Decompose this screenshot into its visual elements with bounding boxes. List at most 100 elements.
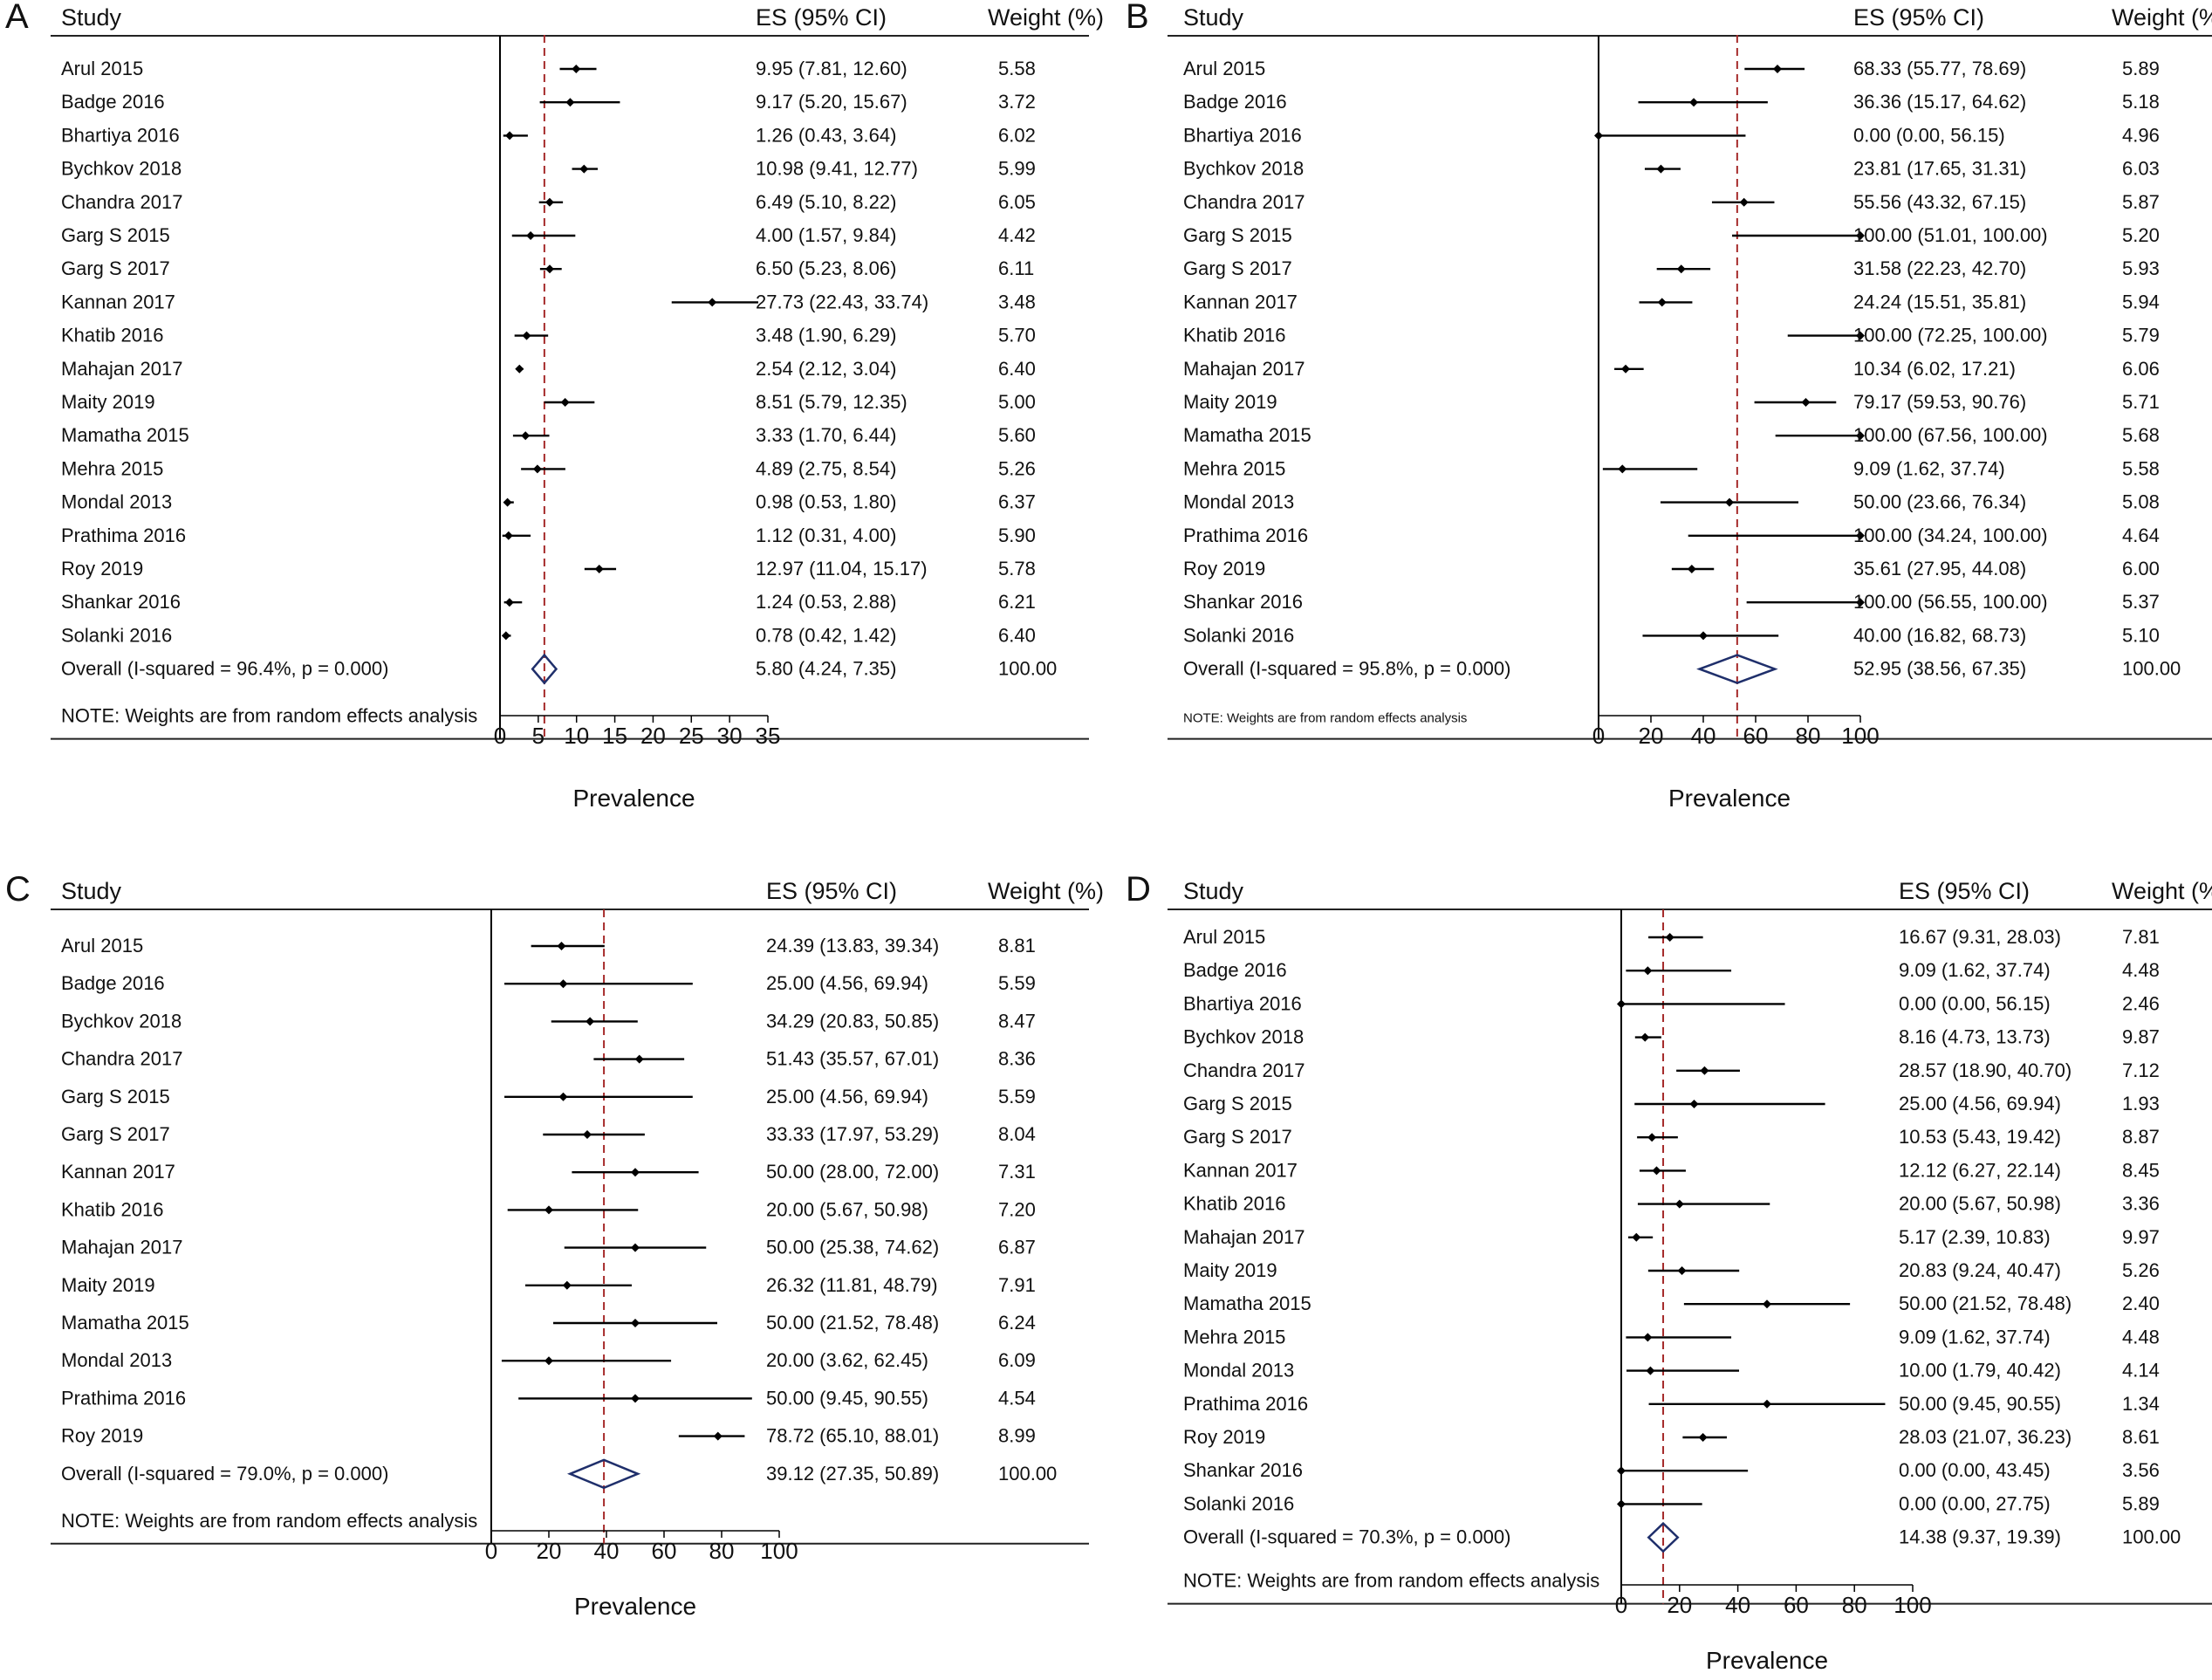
study-point-estimate: [1674, 1199, 1684, 1209]
study-weight: 2.40: [2122, 1293, 2160, 1314]
x-tick-label: 80: [1796, 723, 1821, 749]
overall-weight: 100.00: [2122, 658, 2181, 680]
study-point-estimate: [708, 298, 717, 307]
study-point-estimate: [503, 531, 513, 540]
study-point-estimate: [560, 398, 570, 407]
overall-diamond: [566, 1458, 641, 1490]
x-tick-label: 20: [640, 723, 666, 749]
forest-panel-b: B Study ES (95% CI) Weight (%) Arul 2015 68.3…: [1126, 0, 2212, 812]
study-name: Kannan 2017: [1183, 1159, 1298, 1181]
study-name: Prathima 2016: [61, 1387, 186, 1409]
x-tick-label: 80: [709, 1538, 735, 1564]
study-es-ci: 0.00 (0.00, 56.15): [1899, 992, 2051, 1014]
x-axis-label: Prevalence: [572, 785, 695, 812]
study-es-ci: 9.09 (1.62, 37.74): [1853, 457, 2005, 479]
study-point-estimate: [544, 1356, 553, 1366]
overall-diamond: [1696, 654, 1778, 684]
study-point-estimate: [1856, 231, 1865, 240]
forest-panel-a: A Study ES (95% CI) Weight (%) Arul 2015 9.95…: [5, 0, 1104, 812]
x-tick-label: 25: [679, 723, 704, 749]
study-point-estimate: [526, 231, 536, 240]
study-point-estimate: [572, 65, 581, 73]
x-tick-label: 40: [1725, 1592, 1750, 1618]
note-text: NOTE: Weights are from random effects an…: [1183, 711, 1467, 726]
x-tick-label: 60: [1743, 723, 1769, 749]
study-weight: 5.58: [2122, 457, 2160, 479]
note-text: NOTE: Weights are from random effects an…: [61, 1510, 477, 1532]
header-study: Study: [1183, 4, 1244, 31]
study-weight: 5.59: [998, 1086, 1036, 1107]
study-weight: 6.40: [998, 624, 1036, 646]
study-name: Mahajan 2017: [1183, 1226, 1305, 1248]
study-es-ci: 0.78 (0.42, 1.42): [756, 624, 896, 646]
study-weight: 3.36: [2122, 1193, 2160, 1215]
study-point-estimate: [522, 331, 531, 340]
study-name: Garg S 2017: [1183, 1126, 1292, 1148]
study-es-ci: 40.00 (16.82, 68.73): [1853, 624, 2026, 646]
study-weight: 5.26: [2122, 1259, 2160, 1281]
study-name: Badge 2016: [61, 91, 165, 113]
study-point-estimate: [558, 979, 568, 989]
study-point-estimate: [634, 1054, 644, 1064]
study-weight: 6.24: [998, 1312, 1036, 1334]
study-name: Roy 2019: [1183, 1426, 1265, 1448]
panel-letter: C: [5, 870, 31, 909]
study-point-estimate: [1698, 1433, 1708, 1442]
x-tick-label: 80: [1842, 1592, 1867, 1618]
study-point-estimate: [586, 1017, 595, 1026]
study-name: Prathima 2016: [1183, 525, 1308, 546]
study-es-ci: 5.17 (2.39, 10.83): [1899, 1226, 2051, 1248]
study-weight: 5.37: [2122, 591, 2160, 613]
overall-diamond: [531, 653, 558, 685]
study-name: Bychkov 2018: [1183, 1026, 1304, 1048]
study-point-estimate: [594, 565, 604, 573]
study-weight: 6.03: [2122, 158, 2160, 180]
study-point-estimate: [1856, 531, 1865, 540]
study-point-estimate: [1856, 598, 1865, 607]
study-es-ci: 6.49 (5.10, 8.22): [756, 191, 896, 213]
header-weight: Weight (%): [988, 878, 1104, 904]
study-point-estimate: [1657, 298, 1667, 307]
x-axis-label: Prevalence: [574, 1593, 696, 1620]
study-name: Solanki 2016: [1183, 1492, 1294, 1514]
study-name: Garg S 2017: [61, 1123, 170, 1145]
study-weight: 6.11: [998, 257, 1034, 279]
study-weight: 8.45: [2122, 1159, 2160, 1181]
study-point-estimate: [557, 942, 566, 950]
study-es-ci: 9.09 (1.62, 37.74): [1899, 959, 2051, 981]
study-name: Shankar 2016: [61, 591, 181, 613]
study-weight: 6.00: [2122, 558, 2160, 579]
study-point-estimate: [1617, 999, 1626, 1009]
study-es-ci: 55.56 (43.32, 67.15): [1853, 191, 2026, 213]
header-study: Study: [1183, 878, 1244, 904]
study-name: Maity 2019: [61, 1274, 155, 1296]
study-name: Mamatha 2015: [1183, 424, 1311, 446]
study-name: Bychkov 2018: [61, 158, 181, 180]
study-es-ci: 20.00 (5.67, 50.98): [766, 1198, 928, 1220]
x-tick-label: 0: [485, 1538, 497, 1564]
study-weight: 5.26: [998, 457, 1036, 479]
study-point-estimate: [1739, 197, 1749, 207]
study-es-ci: 50.00 (23.66, 76.34): [1853, 491, 2026, 513]
study-name: Arul 2015: [1183, 58, 1265, 79]
study-es-ci: 33.33 (17.97, 53.29): [766, 1123, 939, 1145]
study-weight: 8.36: [998, 1048, 1036, 1070]
study-weight: 4.48: [2122, 959, 2160, 981]
panel-letter: B: [1126, 0, 1149, 36]
overall-label: Overall (I-squared = 96.4%, p = 0.000): [61, 658, 388, 680]
study-es-ci: 23.81 (17.65, 31.31): [1853, 158, 2026, 180]
study-name: Garg S 2015: [61, 224, 170, 246]
header-es: ES (95% CI): [766, 878, 897, 904]
study-weight: 3.56: [2122, 1459, 2160, 1481]
study-name: Khatib 2016: [61, 325, 163, 346]
header-study: Study: [61, 878, 122, 904]
study-weight: 7.81: [2122, 926, 2160, 948]
study-name: Garg S 2015: [1183, 1093, 1292, 1114]
study-point-estimate: [565, 98, 575, 107]
x-tick-label: 35: [756, 723, 781, 749]
study-name: Mondal 2013: [61, 1349, 172, 1371]
study-weight: 6.09: [998, 1349, 1036, 1371]
study-name: Bychkov 2018: [61, 1010, 181, 1032]
study-weight: 5.93: [2122, 257, 2160, 279]
study-weight: 6.40: [998, 358, 1036, 380]
